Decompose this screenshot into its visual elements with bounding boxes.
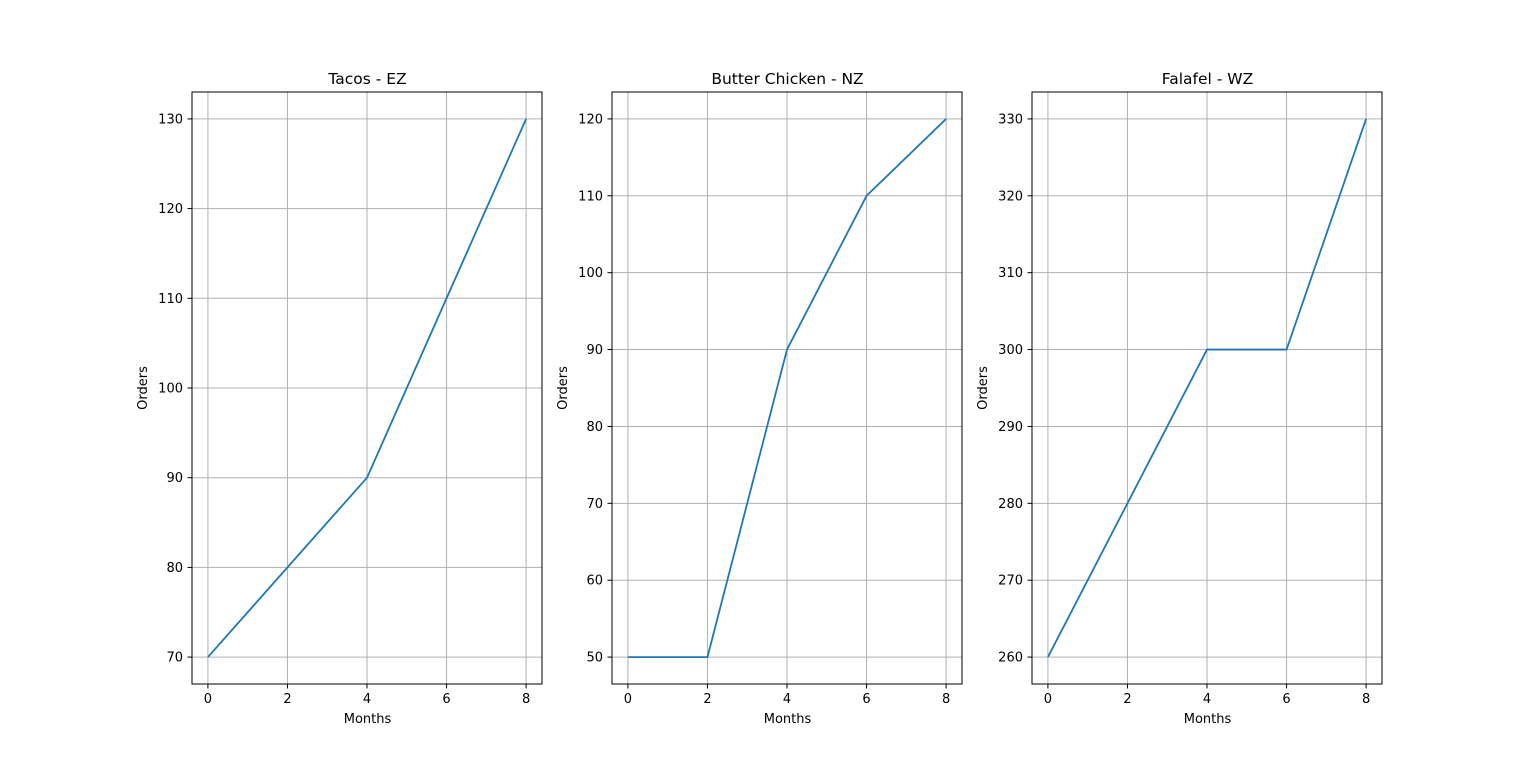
y-tick-label: 80 xyxy=(166,561,183,576)
y-tick-label: 80 xyxy=(586,420,603,435)
y-tick-label: 330 xyxy=(998,112,1023,127)
grid xyxy=(612,92,962,684)
x-axis-label: Months xyxy=(344,712,392,727)
x-tick-label: 6 xyxy=(1282,692,1290,707)
y-tick-label: 50 xyxy=(586,651,603,666)
y-tick-label: 260 xyxy=(998,651,1023,666)
y-tick-label: 90 xyxy=(586,343,603,358)
y-axis-label: Orders xyxy=(976,366,991,410)
y-axis-label: Orders xyxy=(136,366,151,410)
x-tick-label: 8 xyxy=(522,692,530,707)
x-tick-label: 2 xyxy=(1123,692,1131,707)
y-tick-label: 120 xyxy=(578,112,603,127)
y-tick-label: 110 xyxy=(578,189,603,204)
y-tick-label: 110 xyxy=(158,292,183,307)
x-axis-label: Months xyxy=(764,712,812,727)
chart-title: Tacos - EZ xyxy=(327,70,406,88)
series-line xyxy=(1047,118,1367,658)
chart-panel-butter-chicken: Butter Chicken - NZ Months Orders 0 2 4 6 8 5… xyxy=(556,70,963,727)
x-tick-label: 0 xyxy=(204,692,212,707)
grid xyxy=(1032,92,1382,684)
series-line xyxy=(627,118,947,658)
chart-title: Falafel - WZ xyxy=(1162,70,1254,88)
x-axis-label: Months xyxy=(1184,712,1232,727)
x-tick-label: 6 xyxy=(442,692,450,707)
y-axis-label: Orders xyxy=(556,366,571,410)
series-line xyxy=(207,118,527,658)
y-tick-label: 100 xyxy=(578,266,603,281)
chart-panel-tacos: Tacos - EZ Months Orders 0 2 4 6 8 70 80 90 100 1… xyxy=(136,70,543,727)
y-tick-label: 310 xyxy=(998,266,1023,281)
x-tick-label: 4 xyxy=(1203,692,1211,707)
y-tick-label: 270 xyxy=(998,574,1023,589)
chart-title: Butter Chicken - NZ xyxy=(711,70,863,88)
x-tick-label: 2 xyxy=(703,692,711,707)
y-tick-label: 130 xyxy=(158,112,183,127)
y-tick-label: 120 xyxy=(158,202,183,217)
x-tick-label: 4 xyxy=(363,692,371,707)
x-tick-label: 0 xyxy=(624,692,632,707)
chart-panel-falafel: Falafel - WZ Months Orders 0 2 4 6 8 260 270 28… xyxy=(976,70,1383,727)
y-tick-label: 300 xyxy=(998,343,1023,358)
y-tick-label: 60 xyxy=(586,574,603,589)
x-tick-label: 8 xyxy=(1362,692,1370,707)
y-tick-label: 100 xyxy=(158,382,183,397)
x-tick-label: 2 xyxy=(283,692,291,707)
y-tick-label: 90 xyxy=(166,471,183,486)
y-tick-label: 70 xyxy=(586,497,603,512)
y-tick-label: 290 xyxy=(998,420,1023,435)
x-tick-label: 6 xyxy=(862,692,870,707)
x-tick-label: 4 xyxy=(783,692,791,707)
x-tick-label: 8 xyxy=(942,692,950,707)
x-tick-label: 0 xyxy=(1044,692,1052,707)
grid xyxy=(192,92,542,684)
y-tick-label: 320 xyxy=(998,189,1023,204)
y-tick-label: 280 xyxy=(998,497,1023,512)
y-tick-label: 70 xyxy=(166,651,183,666)
